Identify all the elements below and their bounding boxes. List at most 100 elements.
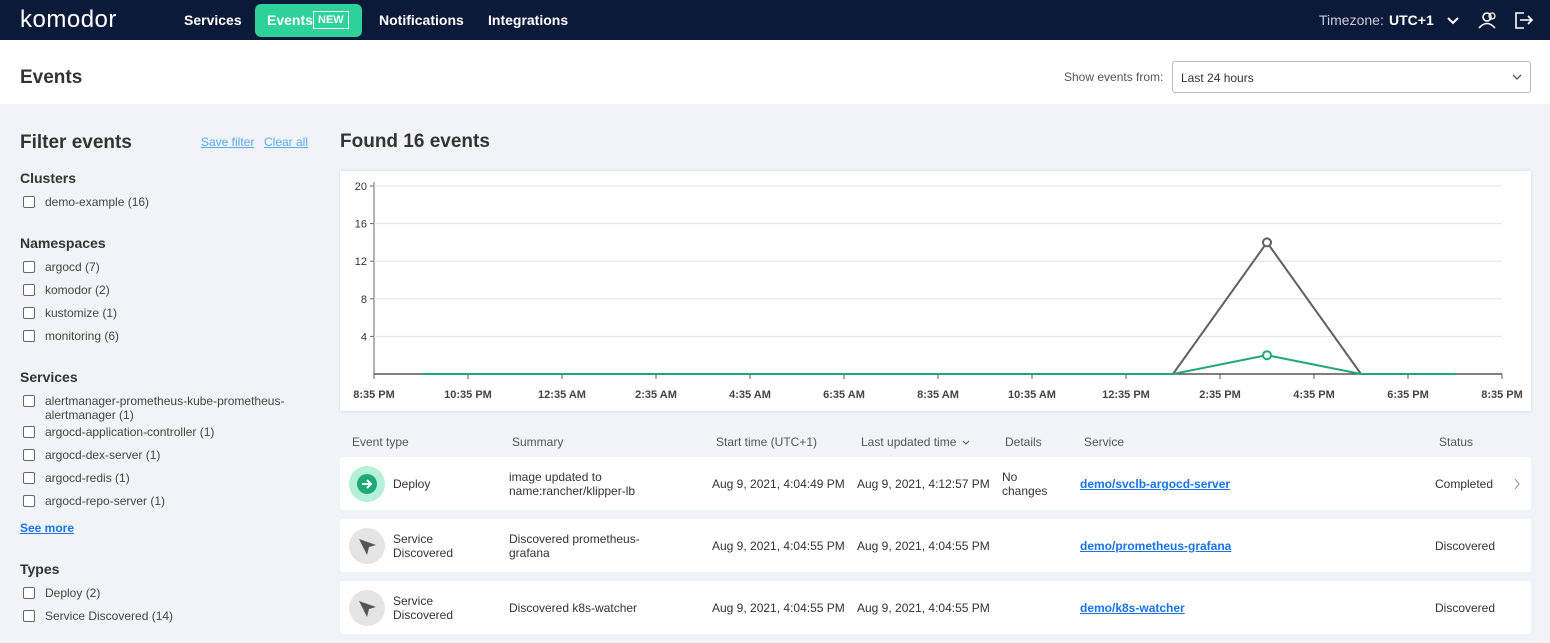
x-tick-label: 10:35 PM xyxy=(444,389,492,401)
checkbox[interactable] xyxy=(23,610,35,622)
checkbox[interactable] xyxy=(23,449,35,461)
filter-option[interactable]: kustomize (1) xyxy=(23,306,293,320)
event-icon xyxy=(349,466,385,502)
option-label: argocd-repo-server (1) xyxy=(45,494,166,508)
results-title: Found 16 events xyxy=(340,131,490,152)
filter-title: Filter events xyxy=(20,132,132,153)
filter-option[interactable]: komodor (2) xyxy=(23,283,293,297)
column-header[interactable]: Last updated time xyxy=(861,435,957,449)
logo[interactable]: komodor xyxy=(20,6,117,33)
page-title: Events xyxy=(20,67,83,88)
filter-option[interactable]: argocd-dex-server (1) xyxy=(23,448,293,462)
nav-item[interactable]: Services xyxy=(184,12,242,28)
page-header: Events Show events from: Last 24 hours xyxy=(0,40,1550,104)
cell-updated: Aug 9, 2021, 4:04:55 PM xyxy=(857,538,990,553)
option-label: kustomize (1) xyxy=(45,306,118,320)
event-row[interactable]: Deploy image updated to name:rancher/klip… xyxy=(340,457,1531,510)
option-label: demo-example (16) xyxy=(45,195,150,209)
event-row[interactable]: Service Discovered Discovered prometheus-… xyxy=(340,519,1531,572)
chart-card: 4 8 12 16 20 8:35 PM 10:35 PM 12:35 AM 2:35 AM 4:… xyxy=(340,171,1531,411)
range-value: Last 24 hours xyxy=(1181,71,1254,85)
data-point xyxy=(1262,350,1272,361)
x-tick-label: 6:35 PM xyxy=(1387,389,1429,401)
sort-icon[interactable] xyxy=(962,440,970,446)
option-label: argocd (7) xyxy=(45,260,100,274)
filter-group-title: Types xyxy=(20,561,60,577)
x-tick-label: 4:35 AM xyxy=(729,389,771,401)
option-label: monitoring (6) xyxy=(45,329,120,343)
see-more[interactable]: See more xyxy=(20,521,75,535)
filter-option[interactable]: Service Discovered (14) xyxy=(23,609,293,623)
x-tick-label: 6:35 AM xyxy=(823,389,865,401)
cell-status: Completed xyxy=(1435,476,1494,491)
event-type: Service Discovered xyxy=(393,593,454,622)
event-row[interactable]: Service Discovered Discovered k8s-watcher… xyxy=(340,581,1531,634)
option-label: argocd-application-controller (1) xyxy=(45,425,215,439)
nav-item[interactable]: Events xyxy=(267,12,313,28)
cell-service[interactable]: demo/svclb-argocd-server xyxy=(1080,476,1231,491)
nav-icons[interactable] xyxy=(1444,10,1544,32)
event-type: Deploy xyxy=(393,476,431,491)
timezone-value[interactable]: UTC+1 xyxy=(1389,12,1434,28)
checkbox[interactable] xyxy=(23,587,35,599)
event-type: Service Discovered xyxy=(393,531,454,560)
cell-updated: Aug 9, 2021, 4:12:57 PM xyxy=(857,476,990,491)
filter-option[interactable]: argocd (7) xyxy=(23,260,293,274)
filter-option[interactable]: Deploy (2) xyxy=(23,586,293,600)
cell-start: Aug 9, 2021, 4:04:55 PM xyxy=(712,538,845,553)
column-header: Summary xyxy=(512,435,564,449)
cell-summary: image updated to name:rancher/klipper-lb xyxy=(509,469,636,498)
cell-summary: Discovered k8s-watcher xyxy=(509,600,638,615)
save-filter[interactable]: Save filter xyxy=(201,135,255,149)
filter-option[interactable]: monitoring (6) xyxy=(23,329,293,343)
column-header: Status xyxy=(1439,435,1474,449)
column-header: Start time (UTC+1) xyxy=(716,435,818,449)
data-point xyxy=(1262,237,1272,248)
column-header: Details xyxy=(1005,435,1042,449)
chart: 4 8 12 16 20 8:35 PM 10:35 PM 12:35 AM 2:35 AM 4:… xyxy=(353,181,1523,401)
y-tick-label: 12 xyxy=(355,256,367,268)
filter-option[interactable]: demo-example (16) xyxy=(23,195,293,209)
x-tick-label: 10:35 AM xyxy=(1008,389,1056,401)
column-header: Event type xyxy=(352,435,409,449)
x-tick-label: 12:35 PM xyxy=(1102,389,1150,401)
cell-summary: Discovered prometheus-grafana xyxy=(509,531,640,560)
x-tick-label: 8:35 PM xyxy=(1481,389,1523,401)
nav-item[interactable]: Integrations xyxy=(488,12,569,28)
x-tick-label: 2:35 PM xyxy=(1199,389,1241,401)
badge: NEW xyxy=(313,11,349,29)
row-chevron[interactable] xyxy=(1513,478,1521,490)
checkbox[interactable] xyxy=(23,261,35,273)
filter-option[interactable]: argocd-application-controller (1) xyxy=(23,425,293,439)
timezone-label: Timezone: xyxy=(1319,12,1384,28)
chevron xyxy=(1512,74,1522,80)
checkbox[interactable] xyxy=(23,307,35,319)
cell-service[interactable]: demo/k8s-watcher xyxy=(1080,600,1185,615)
checkbox[interactable] xyxy=(23,495,35,507)
checkbox[interactable] xyxy=(23,426,35,438)
nav-item[interactable]: Notifications xyxy=(379,12,464,28)
x-tick-label: 8:35 PM xyxy=(353,389,395,401)
filter-option[interactable]: alertmanager-prometheus-kube-prometheus-… xyxy=(23,394,293,422)
option-label: alertmanager-prometheus-kube-prometheus-… xyxy=(45,394,285,422)
cell-service[interactable]: demo/prometheus-grafana xyxy=(1080,538,1232,553)
checkbox[interactable] xyxy=(23,196,35,208)
checkbox[interactable] xyxy=(23,395,35,407)
active-tab[interactable] xyxy=(255,4,362,37)
clear-all[interactable]: Clear all xyxy=(264,135,309,149)
top-nav: komodor Services Events NEW Notification… xyxy=(0,0,1550,40)
filter-option[interactable]: argocd-redis (1) xyxy=(23,471,293,485)
checkbox[interactable] xyxy=(23,330,35,342)
series-line xyxy=(421,240,1455,375)
option-label: Service Discovered (14) xyxy=(45,609,174,623)
y-tick-label: 20 xyxy=(355,181,367,193)
filter-option[interactable]: argocd-repo-server (1) xyxy=(23,494,293,508)
checkbox[interactable] xyxy=(23,284,35,296)
checkbox[interactable] xyxy=(23,472,35,484)
filter-group-title: Namespaces xyxy=(20,235,106,251)
range-select[interactable]: Last 24 hours xyxy=(1172,61,1531,93)
series-line xyxy=(421,354,1455,375)
event-icon xyxy=(349,528,385,564)
event-icon xyxy=(349,590,385,626)
x-tick-label: 2:35 AM xyxy=(635,389,677,401)
